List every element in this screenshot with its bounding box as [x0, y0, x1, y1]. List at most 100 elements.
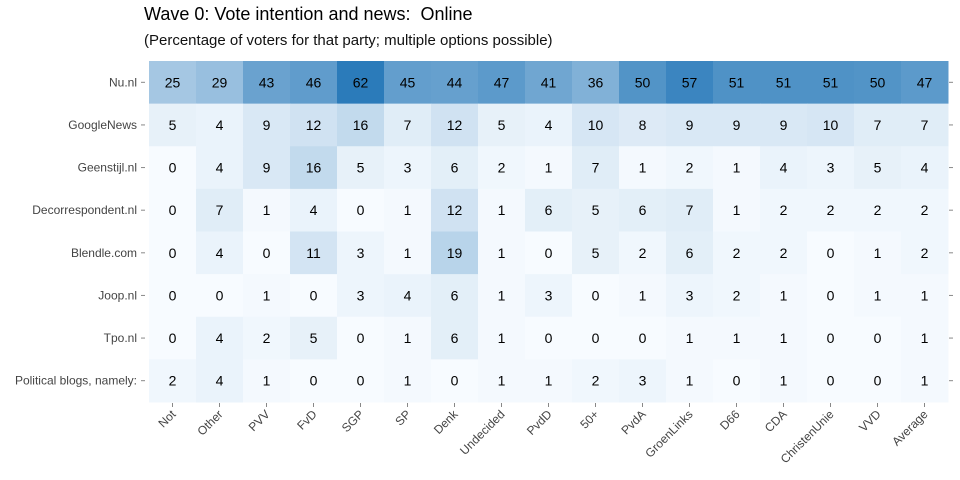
cell-value-label: 51 — [823, 74, 839, 90]
heatmap-cell — [854, 61, 902, 105]
cell-value-label: 1 — [404, 330, 412, 346]
cell-value-label: 0 — [827, 330, 835, 346]
heatmap-cell — [337, 359, 385, 403]
cell-value-label: 25 — [165, 74, 181, 90]
cell-value-label: 3 — [404, 160, 412, 176]
heatmap-cell — [431, 231, 479, 275]
cell-value-label: 0 — [310, 287, 318, 303]
heatmap-cell — [901, 61, 949, 105]
cell-value-label: 1 — [874, 245, 882, 261]
cell-value-label: 1 — [921, 330, 929, 346]
heatmap-cell — [854, 231, 902, 275]
heatmap-cell — [243, 188, 291, 232]
heatmap-cell — [290, 188, 338, 232]
cell-value-label: 3 — [639, 373, 647, 389]
y-tick-label: Tpo.nl — [104, 331, 137, 345]
heatmap-cell — [478, 103, 526, 147]
cell-value-label: 0 — [357, 330, 365, 346]
cell-value-label: 7 — [686, 202, 694, 218]
x-tick-label: SGP — [339, 407, 367, 435]
cell-value-label: 2 — [780, 202, 788, 218]
cell-value-label: 62 — [353, 74, 369, 90]
heatmap-cell — [243, 231, 291, 275]
x-tick-label: SP — [392, 407, 413, 428]
cell-value-label: 0 — [545, 245, 553, 261]
heatmap-cell — [243, 274, 291, 318]
cell-value-label: 6 — [451, 160, 459, 176]
heatmap-cell — [384, 146, 432, 190]
heatmap-cell — [431, 274, 479, 318]
heatmap-cell — [854, 188, 902, 232]
heatmap-cell — [384, 188, 432, 232]
heatmap-cell — [290, 146, 338, 190]
cell-value-label: 6 — [639, 202, 647, 218]
heatmap-cell — [807, 316, 855, 360]
heatmap-cell — [149, 103, 197, 147]
heatmap-cell — [807, 359, 855, 403]
heatmap-cell — [243, 61, 291, 105]
x-tick-label: Denk — [431, 407, 461, 437]
heatmap-cell — [243, 359, 291, 403]
cell-value-label: 4 — [780, 160, 788, 176]
x-tick-label: PVV — [246, 407, 273, 434]
heatmap-cell — [713, 146, 761, 190]
heatmap-cell — [713, 61, 761, 105]
cell-value-label: 6 — [686, 245, 694, 261]
cell-value-label: 6 — [451, 287, 459, 303]
heatmap-cell — [384, 103, 432, 147]
cell-value-label: 1 — [921, 373, 929, 389]
cell-value-label: 4 — [310, 202, 318, 218]
cell-value-label: 4 — [216, 245, 224, 261]
heatmap-cell — [854, 103, 902, 147]
heatmap-cell — [619, 103, 667, 147]
heatmap-cell — [149, 188, 197, 232]
cell-value-label: 9 — [263, 160, 271, 176]
heatmap-cell — [525, 231, 573, 275]
heatmap-cell — [384, 61, 432, 105]
heatmap-cell — [149, 61, 197, 105]
cell-value-label: 1 — [404, 245, 412, 261]
cell-value-label: 1 — [545, 160, 553, 176]
cell-value-label: 1 — [263, 202, 271, 218]
cell-value-label: 46 — [306, 74, 322, 90]
heatmap-cell — [572, 274, 620, 318]
cell-value-label: 4 — [545, 117, 553, 133]
heatmap-cell — [619, 274, 667, 318]
heatmap-cell — [713, 231, 761, 275]
cell-value-label: 36 — [588, 74, 604, 90]
heatmap-cell — [384, 231, 432, 275]
cell-value-label: 4 — [216, 160, 224, 176]
cell-value-label: 1 — [263, 373, 271, 389]
cell-value-label: 1 — [498, 202, 506, 218]
y-tick-label: Blendle.com — [71, 246, 137, 260]
heatmap-cell — [243, 316, 291, 360]
cell-value-label: 7 — [216, 202, 224, 218]
heatmap-cell — [760, 359, 808, 403]
heatmap-cell — [290, 103, 338, 147]
heatmap-cell — [431, 188, 479, 232]
heatmap-cell — [666, 188, 714, 232]
cell-value-label: 50 — [635, 74, 651, 90]
heatmap-cell — [619, 231, 667, 275]
x-tick-label: PvdA — [618, 407, 648, 437]
heatmap-cell — [196, 61, 244, 105]
heatmap-cell — [572, 188, 620, 232]
heatmap-cell — [666, 103, 714, 147]
cell-value-label: 0 — [733, 373, 741, 389]
heatmap-cell — [243, 103, 291, 147]
x-tick-label: D66 — [717, 407, 743, 433]
cell-value-label: 44 — [447, 74, 463, 90]
cell-value-label: 1 — [780, 373, 788, 389]
heatmap-cell — [901, 146, 949, 190]
cell-value-label: 1 — [639, 287, 647, 303]
heatmap-cell — [666, 61, 714, 105]
cell-value-label: 9 — [780, 117, 788, 133]
chart-subtitle: (Percentage of voters for that party; mu… — [144, 32, 553, 49]
heatmap-cell — [854, 146, 902, 190]
cell-value-label: 16 — [353, 117, 369, 133]
cell-value-label: 12 — [447, 202, 463, 218]
heatmap-cell — [713, 188, 761, 232]
heatmap-cell — [572, 61, 620, 105]
heatmap-cell — [807, 274, 855, 318]
heatmap-cell — [384, 316, 432, 360]
